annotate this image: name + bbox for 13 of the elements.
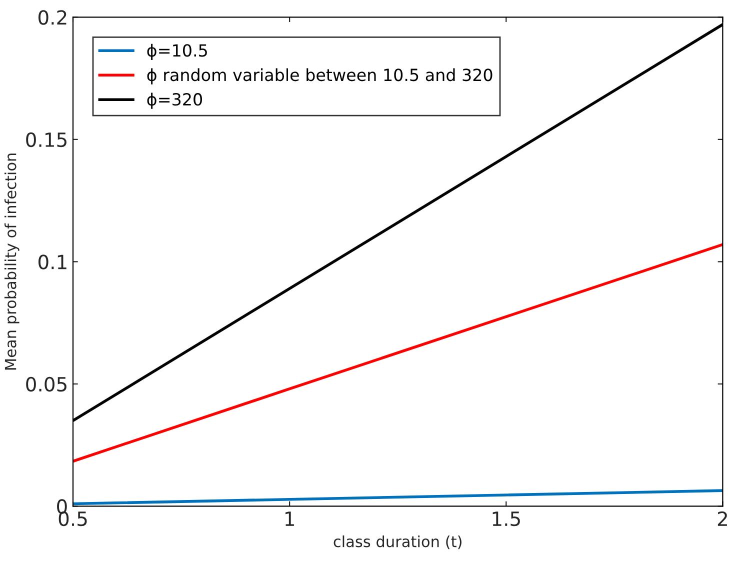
y-axis-title: Mean probability of infection — [4, 154, 20, 370]
y-tick-label: 0.05 — [26, 376, 66, 392]
legend-label: ϕ=320 — [147, 92, 202, 109]
y-tick-label: 0.2 — [38, 10, 66, 25]
x-tick-label: 1 — [286, 512, 294, 526]
legend-label: ϕ=10.5 — [147, 44, 207, 60]
x-axis-title: class duration (t) — [334, 535, 462, 550]
x-tick-label: 2 — [718, 511, 727, 526]
line-series — [73, 243, 723, 463]
x-tick-label: 1.5 — [492, 512, 520, 526]
y-tick-label: 0.1 — [38, 254, 66, 270]
y-tick-label: 0.15 — [26, 132, 66, 148]
legend-label: ϕ random variable between 10.5 and 320 — [147, 68, 492, 84]
